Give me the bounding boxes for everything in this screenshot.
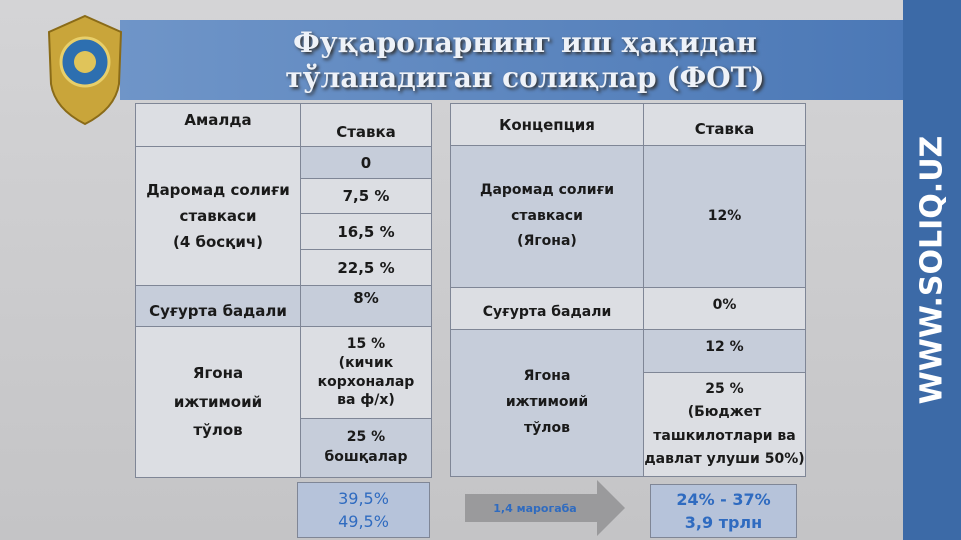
rate: 8% <box>300 285 432 327</box>
site-url: WWW.SOLIQ.UZ <box>914 135 950 405</box>
row-label: Ягона ижтимоий тўлов <box>135 326 301 478</box>
title-band <box>120 20 905 100</box>
side-bar <box>903 0 961 540</box>
row-label: Ягона ижтимоий тўлов <box>450 329 644 477</box>
rate: 0% <box>643 287 806 330</box>
arrow-label: 1,4 марогаба <box>493 501 577 515</box>
rate: 0 <box>300 146 432 179</box>
summary-concept: 24% - 37% 3,9 трлн <box>650 484 797 538</box>
table-header: Амалда <box>135 103 301 147</box>
table-header: Ставка <box>300 103 432 147</box>
row-label: Даромад солиғи ставкаси (Ягона) <box>450 145 644 288</box>
table-header: Ставка <box>643 103 806 146</box>
table-header: Концепция <box>450 103 644 146</box>
rate: 7,5 % <box>300 178 432 214</box>
row-label: Даромад солиғи ставкаси (4 босқич) <box>135 146 301 286</box>
rate: 22,5 % <box>300 249 432 286</box>
rate: 25 % бошқалар <box>300 418 432 478</box>
row-label: Суғурта бадали <box>135 285 301 327</box>
summary-current: 39,5% 49,5% <box>297 482 430 538</box>
rate: 15 % (кичик корхоналар ва ф/х) <box>300 326 432 419</box>
arrow <box>465 480 625 536</box>
title: Фуқароларнинг иш ҳақидан тўланадиган сол… <box>285 26 765 94</box>
rate: 25 % (Бюджет ташкилотлари ва давлат улуш… <box>643 372 806 477</box>
emblem <box>47 14 123 126</box>
rate: 12% <box>643 145 806 288</box>
row-label: Суғурта бадали <box>450 287 644 330</box>
rate: 12 % <box>643 329 806 373</box>
rate: 16,5 % <box>300 213 432 250</box>
